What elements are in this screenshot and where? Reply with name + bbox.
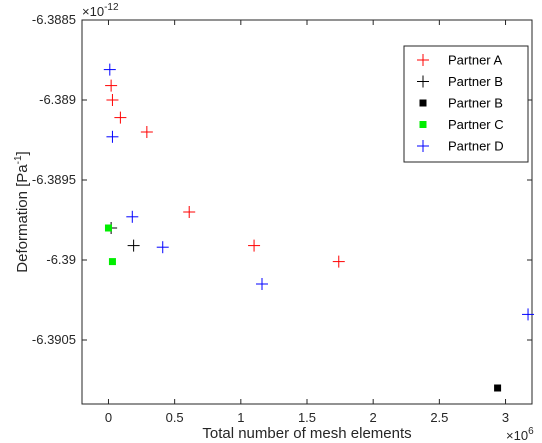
x-axis-label: Total number of mesh elements	[202, 425, 411, 442]
data-point	[127, 239, 140, 252]
x-exponent-power: 6	[528, 426, 534, 437]
x-tick-label: 3	[502, 410, 509, 425]
data-point	[494, 384, 502, 392]
data-point	[105, 79, 118, 92]
y-tick-label: -6.3885	[32, 12, 76, 27]
data-point	[332, 255, 345, 268]
y-exponent-base: ×10	[82, 4, 104, 19]
legend-label: Partner A	[448, 53, 503, 68]
data-point	[106, 94, 119, 106]
data-point	[126, 210, 139, 223]
legend-label: Partner C	[448, 117, 504, 132]
data-point	[114, 111, 127, 124]
legend-label: Partner D	[448, 139, 504, 154]
legend-marker	[417, 140, 429, 152]
legend-marker	[419, 121, 427, 128]
legend-label: Partner B	[448, 96, 503, 111]
x-tick-label: 2	[370, 410, 377, 425]
data-point	[256, 278, 268, 290]
x-exponent-label: ×106	[506, 426, 534, 443]
y-axis-label-sup: -1	[13, 155, 24, 164]
x-exponent-base: ×10	[506, 428, 528, 443]
y-axis-label-text: Deformation [Pa	[14, 164, 31, 273]
data-points	[103, 63, 535, 392]
legend-marker	[417, 54, 429, 66]
y-tick-label: -6.3905	[32, 332, 76, 347]
y-tick-label: -6.39	[46, 252, 76, 267]
data-point	[103, 63, 116, 76]
y-tick-label: -6.3895	[32, 172, 76, 187]
x-tick-label: 0.5	[166, 410, 184, 425]
ticks: 0 0.5 1 1.5 2 2.5 3 -6.3885 -6.389 -6.3895 -6.39 -6…	[32, 12, 532, 425]
data-point	[108, 258, 116, 266]
legend-marker	[417, 75, 429, 88]
legend-marker	[419, 99, 427, 107]
data-point	[104, 224, 112, 232]
data-point	[183, 206, 196, 218]
x-tick-label: 0	[105, 410, 112, 425]
legend: Partner A Partner B Partner B Partner C Part…	[403, 45, 529, 163]
x-tick-label: 1.5	[298, 410, 316, 425]
legend-items: Partner A Partner B Partner B Partner C Part…	[417, 53, 504, 154]
data-point	[140, 126, 153, 138]
y-exponent-power: -12	[104, 2, 119, 13]
data-point	[156, 241, 169, 254]
data-point	[106, 130, 119, 143]
y-axis-label-close: ]	[14, 151, 31, 155]
data-point	[522, 308, 535, 321]
data-point	[248, 239, 261, 252]
x-tick-label: 1	[237, 410, 244, 425]
y-tick-label: -6.389	[39, 92, 76, 107]
x-tick-label: 2.5	[430, 410, 448, 425]
y-axis-label: Deformation [Pa-1]	[13, 151, 31, 272]
legend-label: Partner B	[448, 74, 503, 89]
y-exponent-label: ×10-12	[82, 2, 119, 19]
